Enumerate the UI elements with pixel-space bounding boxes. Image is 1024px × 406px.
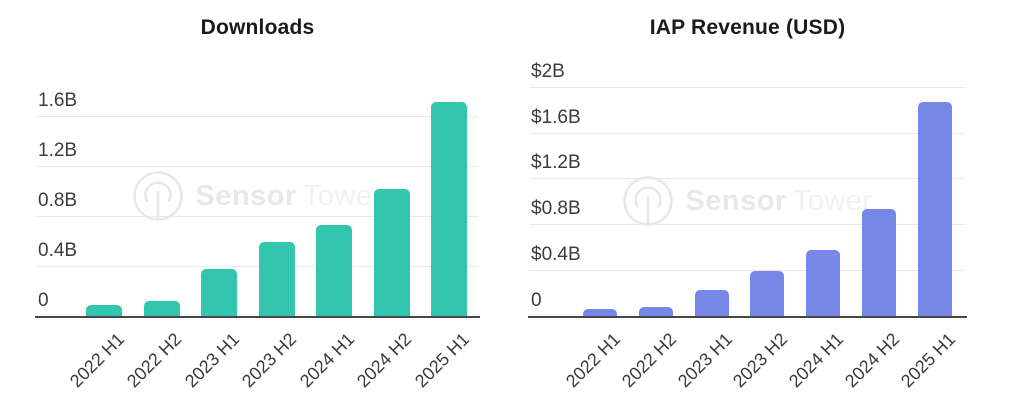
x-axis-tick-label: 2024 H1 <box>295 329 359 392</box>
y-axis-tick-label: 0 <box>531 290 542 311</box>
gridline <box>530 178 965 180</box>
y-axis-tick-label: $1.6B <box>531 106 581 128</box>
bar-2024-h1 <box>316 224 352 317</box>
bar-2023-h1 <box>694 289 729 316</box>
bar-2024-h1 <box>806 249 841 316</box>
x-axis-tick-label: 2023 H2 <box>729 329 792 392</box>
bar-2025-h1 <box>917 101 952 316</box>
bar-2024-h2 <box>862 209 896 316</box>
y-axis-tick-label: $2B <box>531 60 565 82</box>
bar-2023-h2 <box>258 242 295 317</box>
x-axis-line <box>35 316 480 318</box>
sensor-tower-watermark: Sensor Tower <box>37 170 478 222</box>
bar-2025-h1 <box>431 102 467 317</box>
iap-revenue-chart-panel: IAP Revenue (USD) 0 $0.4B $0.8B $1.2B $1.6B $2… <box>512 0 1024 406</box>
x-axis-tick-label: 2023 H1 <box>673 329 736 392</box>
y-axis-tick-label: $0.8B <box>531 198 581 220</box>
watermark-brand-bold: Sensor <box>685 185 787 217</box>
x-axis-tick-label: 2025 H1 <box>410 329 474 392</box>
x-axis-tick-label: 2022 H1 <box>65 329 129 392</box>
bar-2023-h2 <box>750 271 785 316</box>
x-axis-tick-label: 2022 H1 <box>561 329 625 392</box>
bar-2022-h2 <box>143 301 180 316</box>
watermark-brand-light: Tower <box>792 185 873 217</box>
gridline <box>37 266 478 267</box>
watermark-brand-bold: Sensor <box>195 180 297 212</box>
gridline <box>37 166 478 167</box>
gridline <box>37 216 478 217</box>
x-axis-tick-label: 2022 H2 <box>617 329 680 392</box>
gridline <box>530 270 965 272</box>
sensor-tower-watermark: Sensor Tower <box>530 175 965 227</box>
sensor-tower-logo-icon <box>132 170 184 222</box>
y-axis-tick-label: $1.2B <box>531 152 581 174</box>
y-axis-tick-label: 0.4B <box>38 240 78 261</box>
sensor-tower-logo-icon <box>622 175 674 227</box>
gridline <box>37 116 478 117</box>
x-axis-tick-label: 2023 H1 <box>180 329 244 392</box>
y-axis-tick-label: 0 <box>38 290 49 311</box>
x-axis-tick-label: 2022 H2 <box>123 329 186 392</box>
x-axis-tick-label: 2025 H1 <box>896 329 959 392</box>
chart-title: IAP Revenue (USD) <box>649 16 846 39</box>
bar-2022-h1 <box>583 309 617 316</box>
y-axis-tick-label: 0.8B <box>38 190 78 211</box>
gridline <box>530 86 965 88</box>
watermark-brand-light: Tower <box>302 180 383 212</box>
watermark-text: Sensor Tower <box>195 170 382 222</box>
x-axis-tick-label: 2024 H2 <box>840 329 904 392</box>
downloads-chart-panel: Downloads 0 0.4B 0.8B 1.2B 1.6B Sensor Tower 202… <box>35 16 480 392</box>
chart-title: Downloads <box>200 16 315 39</box>
gridline <box>530 224 965 226</box>
x-axis-tick-label: 2024 H1 <box>785 329 848 392</box>
x-axis-tick-label: 2024 H2 <box>353 329 416 392</box>
x-axis-line <box>528 316 967 318</box>
bar-2022-h2 <box>638 306 673 316</box>
bar-2023-h1 <box>201 268 237 316</box>
y-axis-tick-label: 1.6B <box>38 90 78 111</box>
x-axis-tick-label: 2023 H2 <box>238 329 301 392</box>
y-axis-tick-label: $0.4B <box>531 244 581 266</box>
y-axis-tick-label: 1.2B <box>38 140 78 161</box>
bar-2024-h2 <box>373 188 410 316</box>
watermark-text: Sensor Tower <box>685 175 872 227</box>
gridline <box>530 132 965 134</box>
bar-2022-h1 <box>86 304 122 317</box>
